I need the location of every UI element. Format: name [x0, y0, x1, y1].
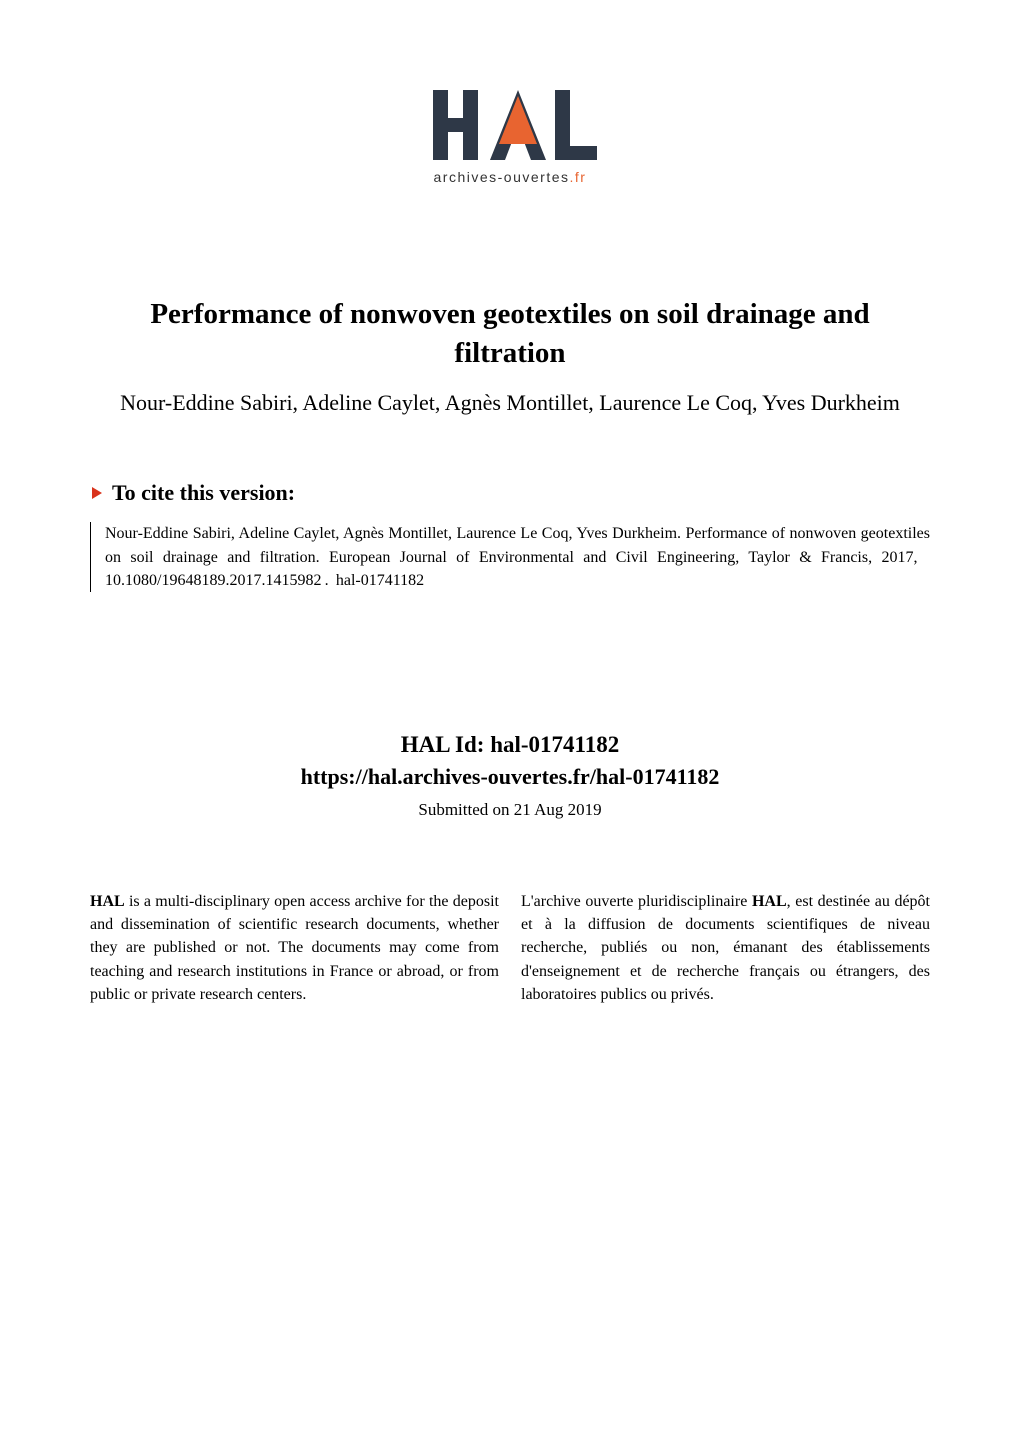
authors: Nour-Eddine Sabiri, Adeline Caylet, Agnè… — [90, 385, 930, 420]
hal-id-section: HAL Id: hal-01741182 https://hal.archive… — [90, 732, 930, 820]
submitted-date: Submitted on 21 Aug 2019 — [90, 800, 930, 820]
hal-id: HAL Id: hal-01741182 — [90, 732, 930, 758]
paper-title: Performance of nonwoven geotextiles on s… — [90, 295, 930, 373]
triangle-right-icon — [90, 480, 104, 506]
svg-text:archives-ouvertes.fr: archives-ouvertes.fr — [434, 169, 587, 185]
description-columns: HAL is a multi-disciplinary open access … — [90, 890, 930, 1006]
cite-heading: To cite this version: — [90, 480, 930, 506]
cite-heading-text: To cite this version: — [112, 480, 295, 506]
hal-logo-container: archives-ouvertes.fr — [90, 80, 930, 195]
hal-logo-svg: archives-ouvertes.fr — [415, 80, 605, 190]
description-right: L'archive ouverte pluridisciplinaire HAL… — [521, 890, 930, 1006]
cite-section: To cite this version: Nour-Eddine Sabiri… — [90, 480, 930, 592]
hal-url[interactable]: https://hal.archives-ouvertes.fr/hal-017… — [90, 764, 930, 790]
citation-text: Nour-Eddine Sabiri, Adeline Caylet, Agnè… — [90, 522, 930, 592]
hal-logo: archives-ouvertes.fr — [415, 80, 605, 195]
description-left: HAL is a multi-disciplinary open access … — [90, 890, 499, 1006]
